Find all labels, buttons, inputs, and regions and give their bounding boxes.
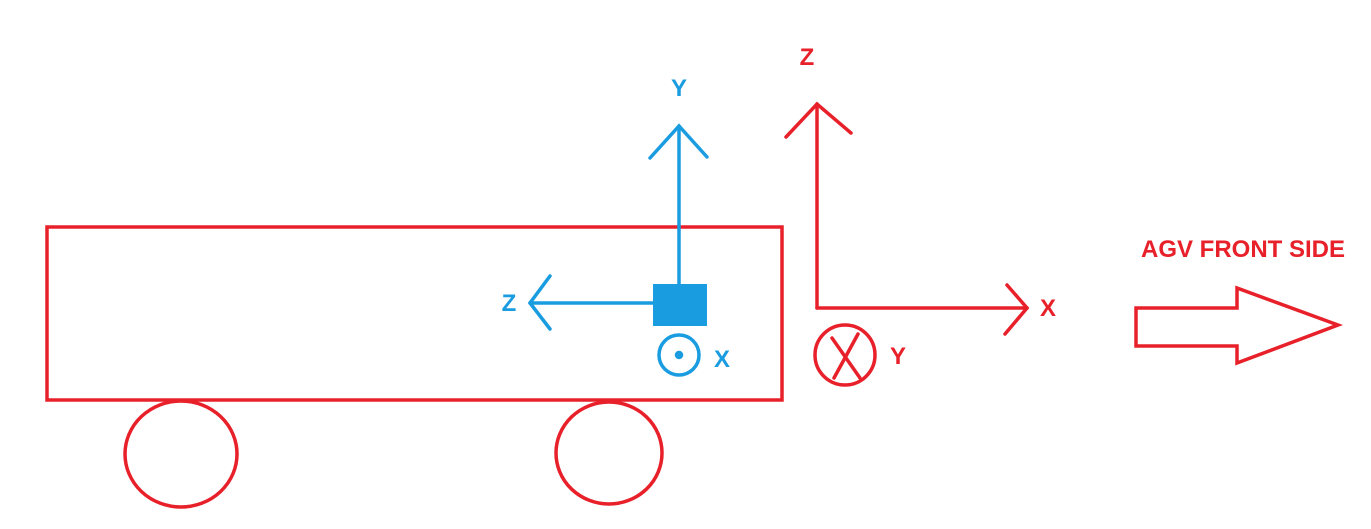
world-y-label: Y	[890, 343, 906, 370]
world-x-arrowhead	[1003, 283, 1030, 336]
sensor-y-label: Y	[671, 75, 687, 102]
sensor-z-label: Z	[502, 290, 517, 317]
sensor-x-out-of-page-icon	[657, 333, 701, 377]
agv-body	[45, 225, 784, 402]
world-x-label: X	[1040, 295, 1056, 322]
front-direction-arrow	[1134, 285, 1344, 366]
sensor-x-label: X	[714, 346, 730, 373]
front-wheel	[554, 400, 664, 506]
world-z-arrowhead	[784, 101, 853, 139]
agv-vehicle	[45, 225, 784, 509]
sensor-box	[653, 284, 707, 326]
front-side-label: AGV FRONT SIDE	[1141, 236, 1345, 263]
world-y-into-page-icon	[813, 323, 877, 387]
world-z-label: Z	[800, 44, 815, 71]
sensor-frame	[527, 123, 709, 377]
sensor-x-dot-icon	[674, 350, 684, 360]
world-y-cross-stroke-2	[832, 332, 860, 380]
rear-wheel	[123, 399, 239, 509]
sensor-y-arrowhead	[648, 123, 709, 160]
sensor-z-arrowhead	[527, 274, 552, 331]
world-frame	[784, 101, 1030, 387]
